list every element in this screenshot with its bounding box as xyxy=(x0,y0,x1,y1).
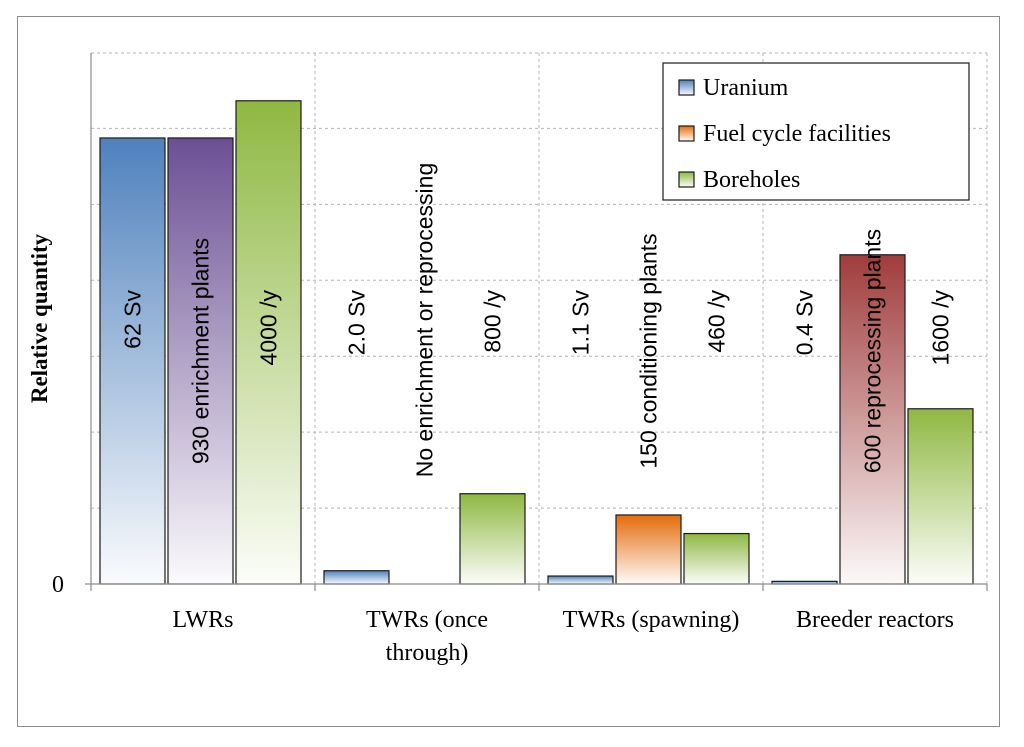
legend-label: Fuel cycle facilities xyxy=(703,121,891,147)
bar-annotation: 62 Sv xyxy=(120,290,146,349)
bar-annotation: 2.0 Sv xyxy=(344,290,370,356)
bar-uranium-2 xyxy=(547,575,614,585)
bar-boreholes-0 xyxy=(235,100,302,585)
legend-swatch xyxy=(678,171,695,188)
bar-uranium-1 xyxy=(323,570,390,585)
bar-annotation: 930 enrichment plants xyxy=(188,238,214,464)
x-tick-label: LWRs xyxy=(173,607,234,633)
legend-label: Uranium xyxy=(703,75,789,101)
bar-boreholes-1 xyxy=(459,493,526,585)
bar-annotation: 4000 /y xyxy=(256,290,282,366)
legend-box xyxy=(662,62,970,201)
bar-boreholes-2 xyxy=(683,532,750,585)
bar-annotation: 600 reprocessing plants xyxy=(860,229,886,473)
y-tick-label: 0 xyxy=(52,572,64,598)
legend-label: Boreholes xyxy=(703,167,800,193)
y-axis-title: Relative quantity xyxy=(27,233,52,403)
bar-annotation: 150 conditioning plants xyxy=(636,233,662,468)
bar-fuel-cycle-facilities-2 xyxy=(615,514,682,585)
bar-uranium-0 xyxy=(99,137,166,585)
x-tick-label: Breeder reactors xyxy=(796,607,954,633)
bar-annotation: 800 /y xyxy=(480,290,506,353)
bar-annotation: 1600 /y xyxy=(928,290,954,366)
bar-annotation: No enrichment or reprocessing xyxy=(412,163,438,477)
legend-swatch xyxy=(678,79,695,96)
bar-annotation: 460 /y xyxy=(704,290,730,353)
bar-annotation: 0.4 Sv xyxy=(792,290,818,356)
x-tick-label: TWRs (once through) xyxy=(366,607,488,666)
bar-annotation: 1.1 Sv xyxy=(568,290,594,356)
x-tick-label: TWRs (spawning) xyxy=(563,607,740,633)
bar-boreholes-3 xyxy=(907,408,974,585)
legend-swatch xyxy=(678,125,695,142)
bar-fuel-cycle-facilities-3 xyxy=(839,254,906,585)
